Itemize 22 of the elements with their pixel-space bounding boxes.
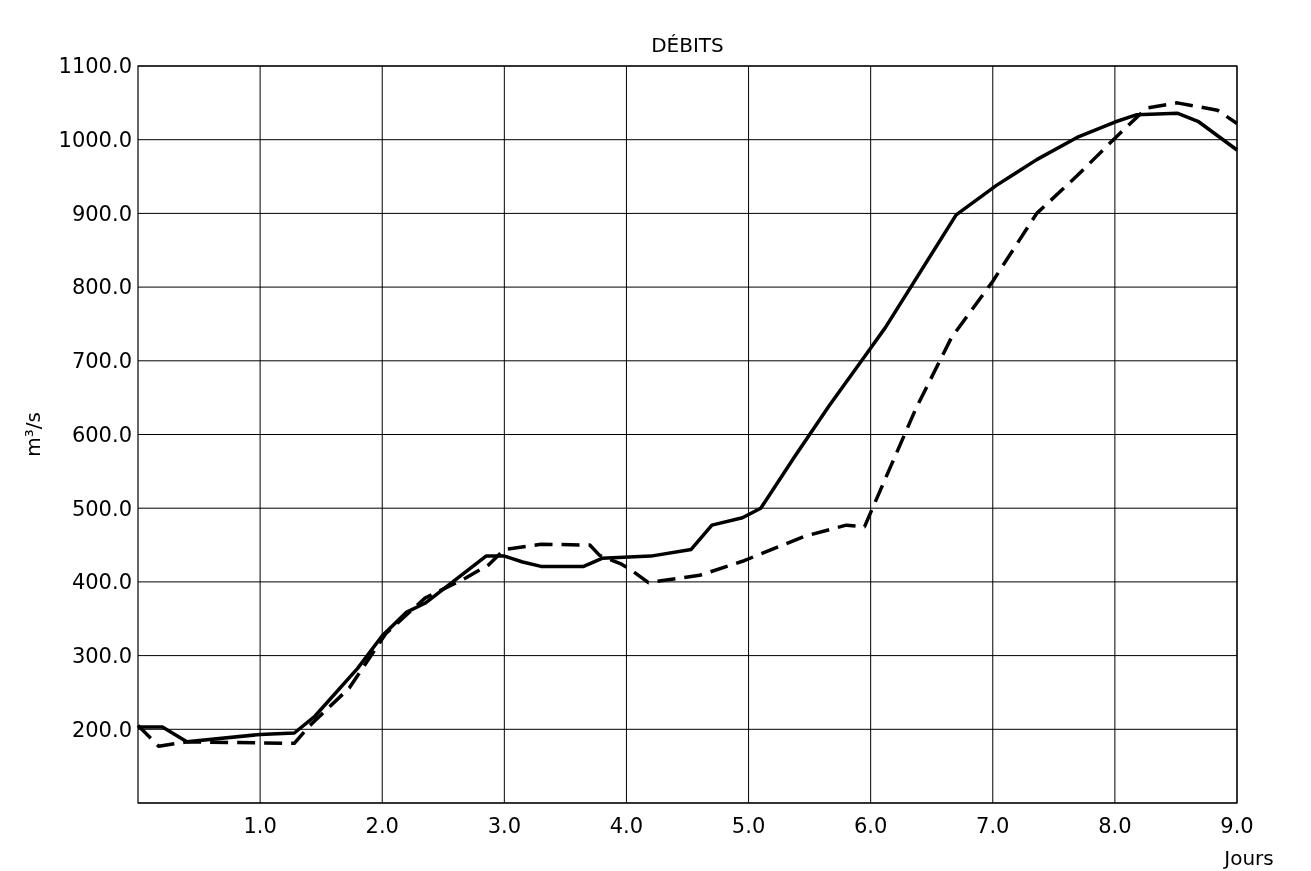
- chart-title: DÉBITS: [651, 33, 724, 57]
- y-tick-label: 500.0: [71, 496, 132, 521]
- x-tick-label: 7.0: [976, 814, 1010, 838]
- x-tick-label: 3.0: [487, 814, 522, 838]
- x-tick-label: 1.0: [243, 814, 277, 838]
- x-axis-title: Jours: [1222, 846, 1274, 870]
- y-tick-label: 800.0: [71, 275, 132, 300]
- x-tick-label: 2.0: [365, 814, 399, 838]
- y-tick-label: 900.0: [71, 201, 132, 226]
- y-axis-title: m³/s: [21, 412, 45, 457]
- x-tick-label: 9.0: [1220, 814, 1254, 838]
- y-tick-label: 1000.0: [58, 128, 132, 153]
- x-tick-label: 8.0: [1098, 814, 1132, 838]
- y-tick-label: 200.0: [71, 717, 132, 742]
- y-tick-label: 600.0: [71, 422, 132, 447]
- y-tick-label: 300.0: [71, 643, 132, 668]
- x-tick-label: 4.0: [609, 814, 644, 838]
- y-tick-label: 700.0: [71, 349, 132, 374]
- y-tick-label: 1100.0: [58, 54, 132, 79]
- x-tick-label: 5.0: [731, 814, 766, 838]
- y-tick-label: 400.0: [71, 570, 132, 595]
- x-tick-label: 6.0: [853, 814, 888, 838]
